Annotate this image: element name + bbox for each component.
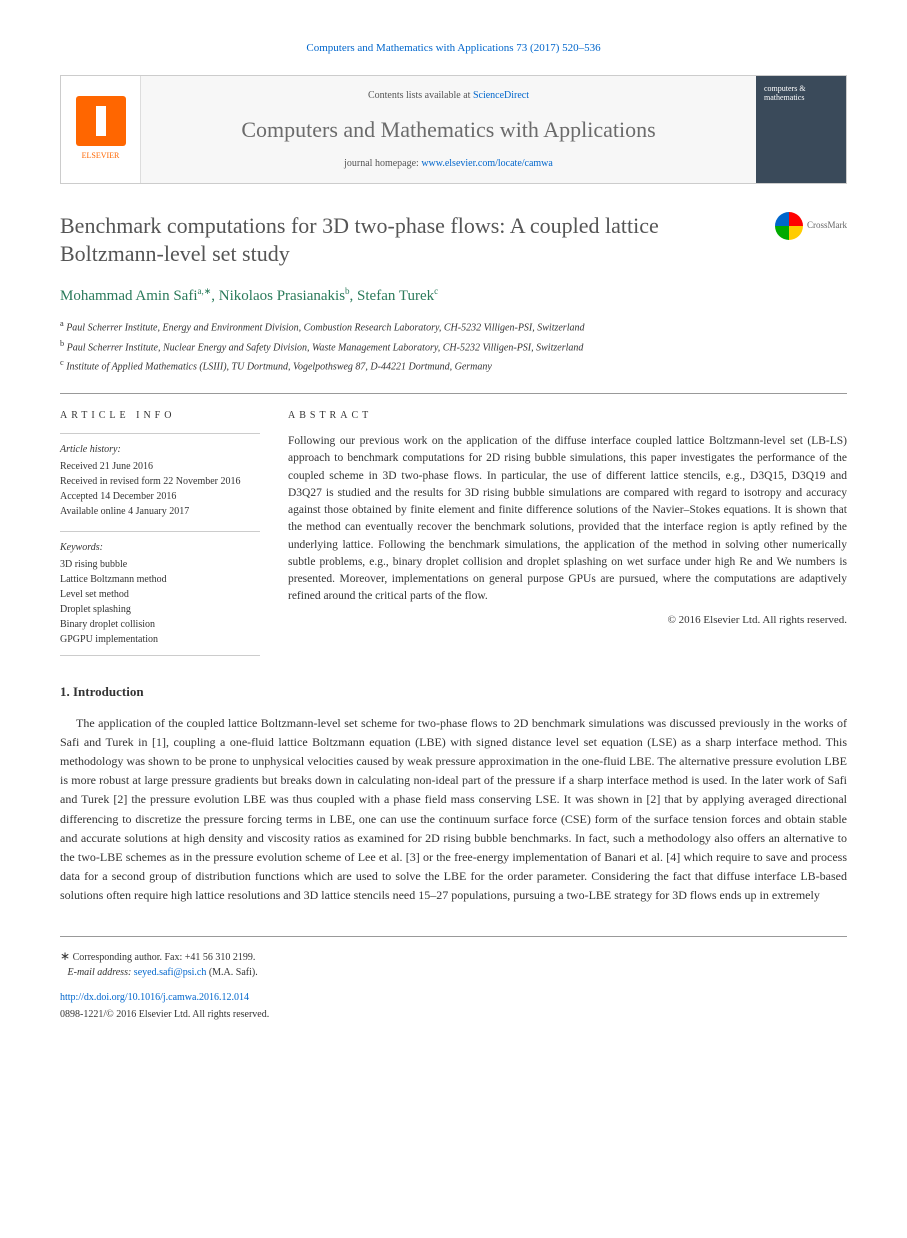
keyword-1: 3D rising bubble — [60, 557, 260, 572]
email-label: E-mail address: — [68, 967, 132, 978]
keyword-3: Level set method — [60, 587, 260, 602]
abstract-copyright: © 2016 Elsevier Ltd. All rights reserved… — [288, 612, 847, 629]
keyword-2: Lattice Boltzmann method — [60, 572, 260, 587]
email-link[interactable]: seyed.safi@psi.ch — [134, 967, 207, 978]
intro-paragraph: The application of the coupled lattice B… — [60, 714, 847, 906]
corresp-text: Corresponding author. Fax: +41 56 310 21… — [73, 952, 256, 963]
article-info-label: ARTICLE INFO — [60, 408, 260, 423]
affiliation-a-text: Paul Scherrer Institute, Energy and Envi… — [66, 323, 584, 334]
history-revised: Received in revised form 22 November 201… — [60, 474, 260, 489]
author-3-name: Stefan Turek — [357, 288, 434, 304]
author-1-name: Mohammad Amin Safi — [60, 288, 198, 304]
history-received: Received 21 June 2016 — [60, 459, 260, 474]
author-2[interactable]: Nikolaos Prasianakisb — [219, 288, 350, 304]
history-online: Available online 4 January 2017 — [60, 504, 260, 519]
page-footer: ∗ Corresponding author. Fax: +41 56 310 … — [60, 936, 847, 1022]
history-accepted: Accepted 14 December 2016 — [60, 489, 260, 504]
keywords-block: Keywords: 3D rising bubble Lattice Boltz… — [60, 531, 260, 656]
corresp-marker: ∗ — [60, 949, 70, 963]
citation-link[interactable]: Computers and Mathematics with Applicati… — [306, 42, 600, 54]
citation-header: Computers and Mathematics with Applicati… — [60, 40, 847, 57]
affiliation-b-text: Paul Scherrer Institute, Nuclear Energy … — [67, 342, 584, 353]
cover-title: computers & mathematics — [764, 84, 838, 103]
author-3[interactable]: Stefan Turekc — [357, 288, 438, 304]
history-heading: Article history: — [60, 442, 260, 457]
publisher-name: ELSEVIER — [82, 150, 120, 162]
issn-copyright-line: 0898-1221/© 2016 Elsevier Ltd. All right… — [60, 1007, 847, 1022]
affiliation-c-text: Institute of Applied Mathematics (LSIII)… — [66, 361, 492, 372]
keyword-5: Binary droplet collision — [60, 617, 260, 632]
keywords-heading: Keywords: — [60, 540, 260, 555]
publisher-logo-block: ELSEVIER — [61, 76, 141, 183]
author-2-sup: b — [345, 286, 350, 296]
email-line: E-mail address: seyed.safi@psi.ch (M.A. … — [60, 967, 258, 978]
crossmark-icon — [775, 212, 803, 240]
journal-masthead: ELSEVIER Contents lists available at Sci… — [60, 75, 847, 184]
contents-available-line: Contents lists available at ScienceDirec… — [157, 88, 740, 103]
homepage-line: journal homepage: www.elsevier.com/locat… — [157, 156, 740, 171]
journal-name: Computers and Mathematics with Applicati… — [157, 113, 740, 146]
author-2-name: Nikolaos Prasianakis — [219, 288, 345, 304]
contents-prefix: Contents lists available at — [368, 90, 473, 101]
affiliation-c: c Institute of Applied Mathematics (LSII… — [60, 356, 847, 375]
affiliations: a Paul Scherrer Institute, Energy and En… — [60, 317, 847, 375]
author-3-sup: c — [434, 286, 438, 296]
journal-cover-thumb: computers & mathematics — [756, 76, 846, 183]
article-history-block: Article history: Received 21 June 2016 R… — [60, 433, 260, 519]
doi-line: http://dx.doi.org/10.1016/j.camwa.2016.1… — [60, 990, 847, 1005]
info-abstract-row: ARTICLE INFO Article history: Received 2… — [60, 393, 847, 656]
crossmark-label: CrossMark — [807, 219, 847, 233]
sciencedirect-link[interactable]: ScienceDirect — [473, 90, 529, 101]
masthead-center: Contents lists available at ScienceDirec… — [141, 76, 756, 183]
crossmark-badge[interactable]: CrossMark — [775, 212, 847, 240]
section-heading-intro: 1. Introduction — [60, 682, 847, 702]
homepage-link[interactable]: www.elsevier.com/locate/camwa — [421, 158, 553, 169]
title-row: Benchmark computations for 3D two-phase … — [60, 212, 847, 269]
doi-link[interactable]: http://dx.doi.org/10.1016/j.camwa.2016.1… — [60, 992, 249, 1003]
abstract-label: ABSTRACT — [288, 408, 847, 423]
author-1[interactable]: Mohammad Amin Safia,∗ — [60, 288, 211, 304]
affiliation-a: a Paul Scherrer Institute, Energy and En… — [60, 317, 847, 336]
keyword-4: Droplet splashing — [60, 602, 260, 617]
keyword-6: GPGPU implementation — [60, 632, 260, 647]
abstract-column: ABSTRACT Following our previous work on … — [288, 408, 847, 656]
email-owner: (M.A. Safi). — [209, 967, 258, 978]
elsevier-tree-icon — [76, 96, 126, 146]
author-1-sup: a,∗ — [198, 286, 212, 296]
corresponding-author-note: ∗ Corresponding author. Fax: +41 56 310 … — [60, 947, 847, 980]
affiliation-b: b Paul Scherrer Institute, Nuclear Energ… — [60, 337, 847, 356]
article-info-column: ARTICLE INFO Article history: Received 2… — [60, 408, 260, 656]
homepage-prefix: journal homepage: — [344, 158, 421, 169]
authors-line: Mohammad Amin Safia,∗, Nikolaos Prasiana… — [60, 285, 847, 308]
article-title: Benchmark computations for 3D two-phase … — [60, 212, 775, 269]
abstract-text: Following our previous work on the appli… — [288, 433, 847, 606]
